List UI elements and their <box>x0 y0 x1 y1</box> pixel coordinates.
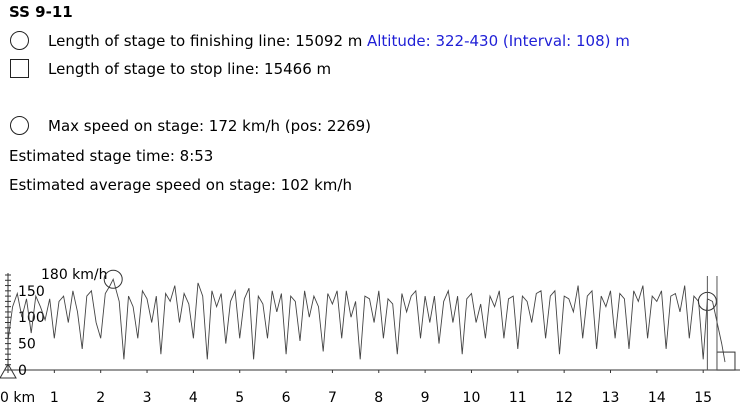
max-speed-marker <box>103 269 123 289</box>
y-tick-label: 100 <box>18 310 45 326</box>
speed-line <box>7 277 726 363</box>
circle-icon <box>10 116 29 135</box>
finish-line-length: Length of stage to finishing line: 15092… <box>48 32 363 50</box>
square-icon <box>10 59 29 78</box>
circle-icon <box>10 31 29 50</box>
x-tick-label: 6 <box>282 390 291 406</box>
x-tick-label: 10 <box>463 390 481 406</box>
x-tick-label: 3 <box>143 390 152 406</box>
x-tick-label: 15 <box>694 390 712 406</box>
x-tick-label: 2 <box>96 390 105 406</box>
max-speed-info: Max speed on stage: 172 km/h (pos: 2269) <box>48 117 372 135</box>
stage-title: SS 9-11 <box>9 3 73 21</box>
start-marker <box>0 362 17 379</box>
speed-series <box>7 277 726 363</box>
y-tick-label: 150 <box>18 284 45 300</box>
stop-line-marker <box>716 351 736 371</box>
x-tick-label: 14 <box>648 390 666 406</box>
x-tick-label: 11 <box>509 390 527 406</box>
y-tick-label: 50 <box>18 337 36 353</box>
y-tick-label: 0 <box>18 363 27 379</box>
x-tick-label: 0 km <box>0 390 35 406</box>
x-tick-label: 4 <box>189 390 198 406</box>
estimated-stage-time: Estimated stage time: 8:53 <box>9 147 214 165</box>
x-tick-label: 1 <box>50 390 59 406</box>
x-tick-label: 9 <box>421 390 430 406</box>
y-max-label: 180 km/h <box>41 267 108 283</box>
x-tick-label: 8 <box>374 390 383 406</box>
x-tick-label: 12 <box>555 390 573 406</box>
x-tick-label: 5 <box>235 390 244 406</box>
x-tick-labels: 0 km 1 2 3 4 5 6 7 8 9 10 11 12 13 14 15 <box>0 390 712 406</box>
altitude-info: Altitude: 322-430 (Interval: 108) m <box>367 32 630 50</box>
x-tick-label: 13 <box>602 390 620 406</box>
stop-line-length: Length of stage to stop line: 15466 m <box>48 60 332 78</box>
estimated-average-speed: Estimated average speed on stage: 102 km… <box>9 176 352 194</box>
chart-markers <box>0 269 736 379</box>
x-tick-label: 7 <box>328 390 337 406</box>
chart-axes <box>5 273 740 373</box>
